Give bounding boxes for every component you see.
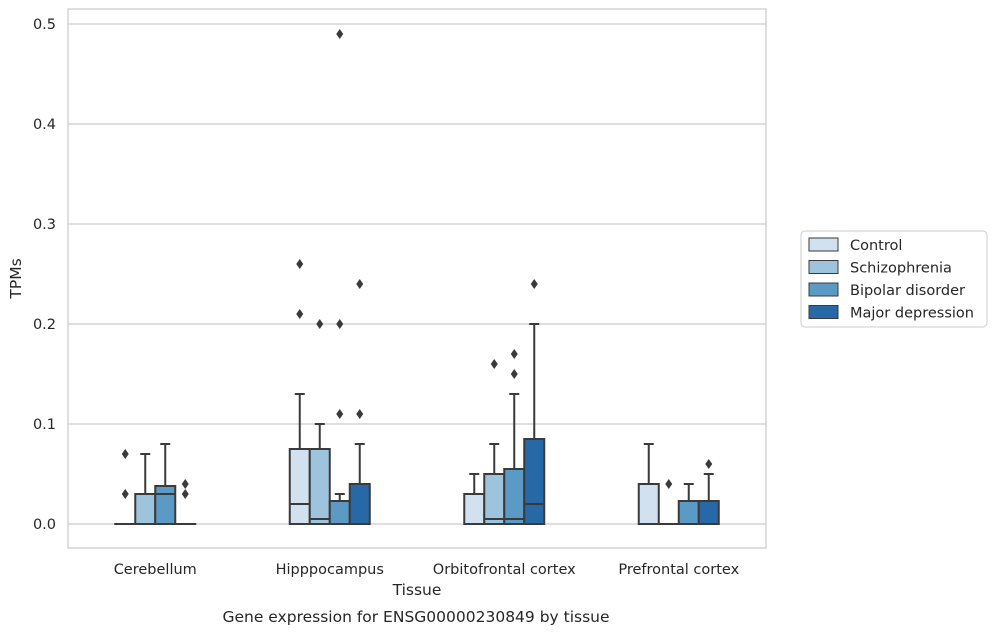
- box-body: [677, 500, 700, 525]
- outlier-point: [296, 259, 304, 269]
- box-control: [637, 443, 660, 525]
- y-tick-label: 0.3: [33, 217, 56, 233]
- box-major-depression: [348, 279, 371, 525]
- box-body: [503, 468, 526, 525]
- legend-label: Bipolar disorder: [850, 283, 965, 299]
- legend-swatch: [808, 282, 839, 297]
- box-control: [463, 473, 486, 525]
- outlier-point: [665, 479, 673, 489]
- y-tick-label: 0.2: [33, 317, 56, 333]
- box-body: [483, 473, 506, 525]
- box-major-depression: [523, 279, 546, 525]
- box-schizophrenia: [483, 359, 506, 525]
- box-major-depression: [174, 479, 197, 526]
- y-tick-labels: 0.0 0.1 0.2 0.3 0.4 0.5: [33, 17, 56, 533]
- legend-label: Control: [850, 238, 902, 254]
- box-bipolar-disorder: [328, 29, 351, 525]
- box-groups: [114, 29, 720, 526]
- outlier-point: [356, 409, 364, 419]
- x-tick-label: Cerebellum: [114, 562, 197, 578]
- outlier-point: [510, 349, 518, 359]
- box-body: [523, 438, 546, 525]
- outlier-point: [181, 479, 189, 489]
- box-body: [348, 483, 371, 525]
- box-body: [308, 448, 331, 525]
- legend: Control Schizophrenia Bipolar disorder Majo…: [800, 230, 988, 328]
- x-tick-label: Prefrontal cortex: [618, 562, 739, 578]
- box-schizophrenia: [308, 319, 331, 525]
- legend-label: Major depression: [850, 306, 974, 322]
- y-tick-label: 0.5: [33, 17, 56, 33]
- box-bipolar-disorder: [154, 443, 177, 525]
- box-major-depression: [697, 459, 720, 525]
- x-axis-title: Tissue: [392, 581, 442, 599]
- legend-swatch: [808, 305, 839, 319]
- outlier-point: [510, 369, 518, 379]
- outlier-point: [530, 279, 538, 289]
- outlier-point: [336, 29, 344, 39]
- x-tick-label: Hipppocampus: [276, 562, 384, 578]
- y-tick-label: 0.4: [33, 117, 56, 133]
- box-schizophrenia: [134, 453, 157, 525]
- outlier-point: [336, 319, 344, 329]
- legend-swatch: [808, 237, 839, 252]
- legend-swatch: [808, 260, 839, 274]
- box-body: [463, 493, 486, 525]
- box-body: [134, 493, 157, 525]
- outlier-point: [316, 319, 324, 329]
- outlier-point: [296, 309, 304, 319]
- outlier-point: [336, 409, 344, 419]
- outlier-point: [121, 489, 129, 499]
- box-bipolar-disorder: [503, 349, 526, 525]
- outlier-point: [356, 279, 364, 289]
- box-control: [288, 259, 311, 525]
- x-tick-labels: Cerebellum Hipppocampus Orbitofrontal cort…: [114, 562, 740, 578]
- box-body: [328, 500, 351, 525]
- box-body: [288, 448, 311, 525]
- outlier-point: [705, 459, 713, 469]
- box-body: [697, 500, 720, 525]
- box-control: [114, 449, 137, 526]
- y-tick-label: 0.0: [33, 517, 56, 533]
- box-body: [637, 483, 660, 525]
- figure-caption: Gene expression for ENSG00000230849 by t…: [222, 608, 609, 626]
- box-body: [154, 485, 177, 525]
- y-tick-label: 0.1: [33, 417, 56, 433]
- outlier-point: [181, 489, 189, 499]
- x-tick-label: Orbitofrontal cortex: [433, 562, 576, 578]
- outlier-point: [490, 359, 498, 369]
- outlier-point: [121, 449, 129, 459]
- plot-background: [68, 9, 766, 548]
- plot-frame: [67, 8, 767, 549]
- y-axis-title: TPMs: [7, 258, 25, 299]
- legend-label: Schizophrenia: [850, 261, 952, 277]
- legend-frame: [800, 230, 988, 328]
